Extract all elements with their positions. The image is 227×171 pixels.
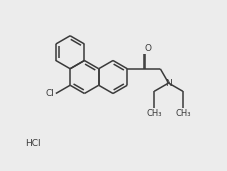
Text: O: O (144, 44, 151, 53)
Text: N: N (164, 78, 171, 88)
Text: HCl: HCl (25, 139, 40, 148)
Text: CH₃: CH₃ (174, 109, 190, 118)
Text: Cl: Cl (46, 89, 55, 98)
Text: CH₃: CH₃ (146, 109, 161, 118)
